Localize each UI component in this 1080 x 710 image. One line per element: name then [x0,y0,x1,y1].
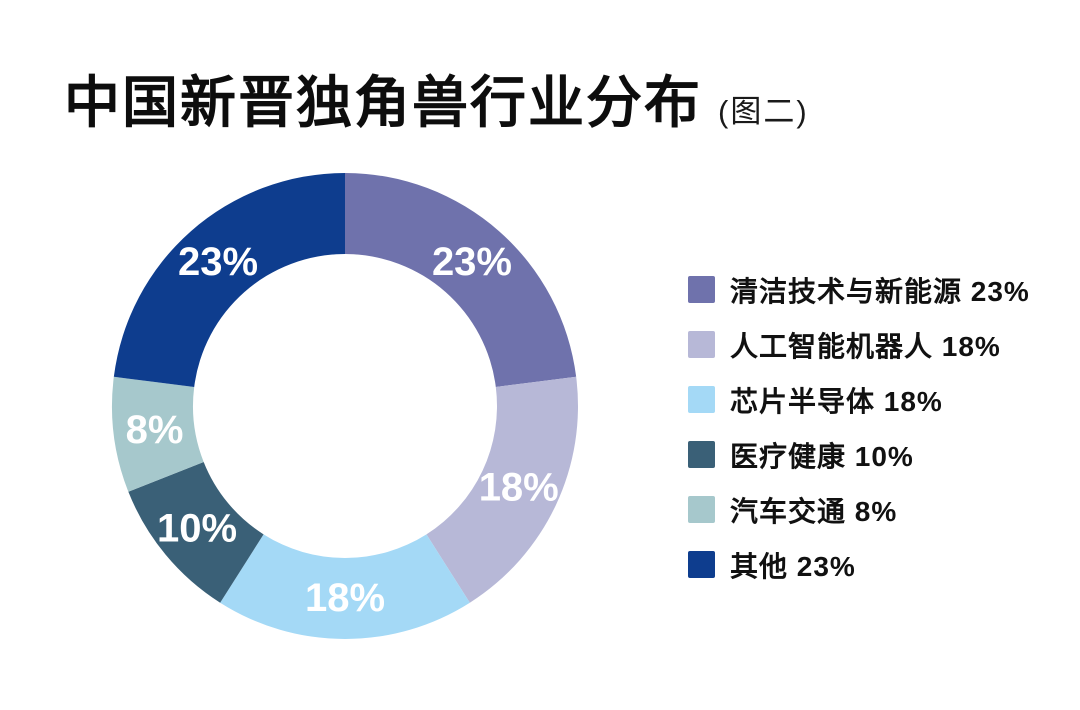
legend-label-4: 汽车交通 8% [730,495,898,527]
legend-item-4: 汽车交通 8% [688,482,1030,537]
legend-swatch-3 [688,441,715,468]
slice-label-2: 18% [305,576,385,620]
slice-label-1: 18% [479,466,559,510]
legend-swatch-0 [688,276,715,303]
legend-label-0: 清洁技术与新能源 23% [730,275,1030,307]
chart-title: 中国新晋独角兽行业分布 [64,71,702,134]
donut-slice-2 [220,534,470,639]
donut-slice-1 [426,376,579,603]
donut-slice-0 [345,173,577,387]
slice-label-5: 23% [178,240,258,284]
donut-slice-3 [128,461,264,603]
slice-label-0: 23% [432,240,512,284]
legend-swatch-5 [688,551,715,578]
legend-swatch-1 [688,331,715,358]
legend-label-2: 芯片半导体 18% [730,385,943,417]
slice-label-4: 8% [126,408,184,452]
legend-label-1: 人工智能机器人 18% [730,330,1001,362]
legend-item-5: 其他 23% [688,537,1030,592]
donut-slice-5 [113,173,345,387]
page-title: 中国新晋独角兽行业分布 (图二) [64,58,809,139]
chart-title-suffix: (图二) [718,94,809,129]
chart-legend: 清洁技术与新能源 23% 人工智能机器人 18% 芯片半导体 18% 医疗健康 10%… [688,262,1030,592]
legend-swatch-2 [688,386,715,413]
legend-swatch-4 [688,496,715,523]
donut-slice-4 [111,376,204,492]
legend-item-2: 芯片半导体 18% [688,372,1030,427]
legend-item-1: 人工智能机器人 18% [688,317,1030,372]
legend-item-3: 医疗健康 10% [688,427,1030,482]
slice-label-3: 10% [157,506,237,550]
legend-item-0: 清洁技术与新能源 23% [688,262,1030,317]
legend-label-5: 其他 23% [730,550,856,582]
legend-label-3: 医疗健康 10% [730,440,914,472]
